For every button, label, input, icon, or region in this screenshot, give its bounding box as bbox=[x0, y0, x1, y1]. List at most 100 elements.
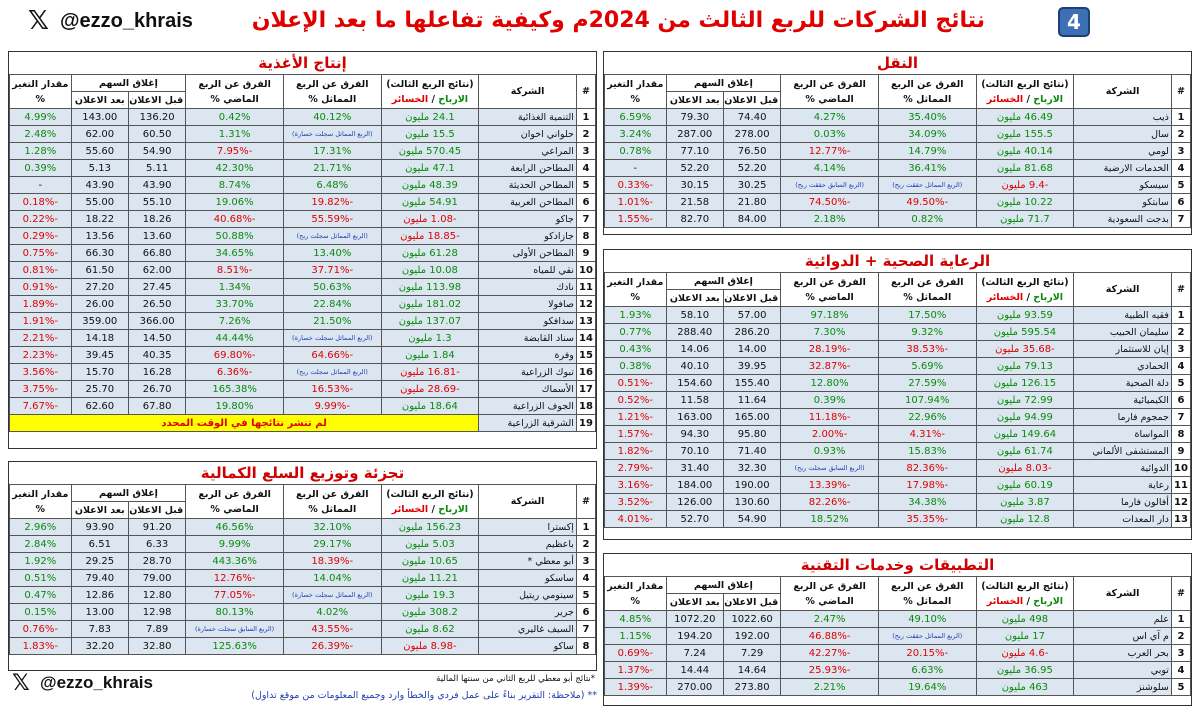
panel-healthcare: الرعاية الصحية + الدوائية # الشركة (نتائج ا… bbox=[603, 249, 1192, 540]
close-before: 27.45 bbox=[127, 278, 187, 296]
company-name: بدجت السعودية bbox=[1073, 210, 1172, 228]
col-num: # bbox=[1170, 576, 1192, 611]
col-diff-same: الفرق عن الربع المماثل % bbox=[877, 576, 977, 611]
change-pct: -1.21% bbox=[604, 408, 667, 426]
close-before: 130.60 bbox=[722, 493, 782, 511]
q3-result: 81.68 مليون bbox=[975, 159, 1075, 177]
close-before: 13.60 bbox=[127, 227, 187, 245]
q3-result: 60.19 مليون bbox=[975, 476, 1075, 494]
diff-same-quarter: -64.66% bbox=[282, 346, 382, 364]
change-pct: -1.57% bbox=[604, 425, 667, 443]
diff-prev-quarter: 42.30% bbox=[185, 159, 284, 177]
section-title: إنتاج الأغذية bbox=[258, 54, 347, 72]
q3-result: 570.45 مليون bbox=[380, 142, 480, 160]
company-name: جمجوم فارما bbox=[1073, 408, 1172, 426]
change-pct: -1.37% bbox=[604, 661, 667, 679]
q3-result: 15.5 مليون bbox=[380, 125, 480, 143]
diff-prev-quarter: 80.13% bbox=[185, 603, 284, 621]
close-after: 1072.20 bbox=[665, 610, 724, 628]
change-pct: 1.93% bbox=[604, 306, 667, 324]
row-number: 4 bbox=[1170, 357, 1192, 375]
close-before: 155.40 bbox=[722, 374, 782, 392]
diff-same-quarter: 22.84% bbox=[282, 295, 382, 313]
diff-prev-quarter: 1.34% bbox=[185, 278, 284, 296]
close-before: 366.00 bbox=[127, 312, 187, 330]
company-name: المراعي bbox=[478, 142, 577, 160]
diff-same-quarter: 6.48% bbox=[282, 176, 382, 194]
close-before: 7.89 bbox=[127, 620, 187, 638]
row-number: 7 bbox=[575, 210, 597, 228]
table-row: 2 سليمان الحبيب 595.54 مليون 9.32% 7.30% 286.… bbox=[604, 323, 1192, 341]
q3-result: 181.02 مليون bbox=[380, 295, 480, 313]
diff-same-quarter: -37.71% bbox=[282, 261, 382, 279]
col-close: إغلاق السهم bbox=[70, 484, 187, 502]
diff-same-quarter: 32.10% bbox=[282, 518, 382, 536]
diff-prev-quarter: 46.56% bbox=[185, 518, 284, 536]
diff-prev-quarter: 4.27% bbox=[780, 108, 879, 126]
row-number: 11 bbox=[1170, 476, 1192, 494]
row-number: 12 bbox=[1170, 493, 1192, 511]
change-pct: -1.83% bbox=[9, 637, 72, 655]
table-row: 4 الخدمات الارضية 81.68 مليون 36.41% 4.14% 52… bbox=[604, 159, 1192, 177]
table-row: 9 المستشفى الألماني 61.74 مليون 15.83% 0.93%… bbox=[604, 442, 1192, 460]
col-close-after: بعد الاعلان bbox=[70, 91, 129, 109]
row-number: 5 bbox=[1170, 176, 1192, 194]
company-name: المطاحن العربية bbox=[478, 193, 577, 211]
diff-prev-quarter: -69.80% bbox=[185, 346, 284, 364]
col-diff-same: الفرق عن الربع المماثل % bbox=[282, 74, 382, 109]
row-number: 5 bbox=[1170, 678, 1192, 696]
q3-result: 1.84 مليون bbox=[380, 346, 480, 364]
close-before: 278.00 bbox=[722, 125, 782, 143]
table-row: 1 إكسترا 156.23 مليون 32.10% 46.56% 91.20 93.9… bbox=[9, 518, 597, 536]
diff-prev-quarter: -8.51% bbox=[185, 261, 284, 279]
q3-result: 46.49 مليون bbox=[975, 108, 1075, 126]
diff-same-quarter: -55.59% bbox=[282, 210, 382, 228]
change-pct: -1.55% bbox=[604, 210, 667, 228]
diff-prev-quarter: -82.26% bbox=[780, 493, 879, 511]
row-number: 2 bbox=[1170, 125, 1192, 143]
table-row: 18 الجوف الزراعية 18.64 مليون -9.99% 19.80% 6… bbox=[9, 397, 597, 415]
row-number: 3 bbox=[1170, 142, 1192, 160]
diff-prev-quarter: -2.00% bbox=[780, 425, 879, 443]
change-pct: -7.67% bbox=[9, 397, 72, 415]
company-name: ساكو bbox=[478, 637, 577, 655]
change-pct: -4.01% bbox=[604, 510, 667, 528]
table-row: 8 المواساة 149.64 مليون -4.31% -2.00% 95.80 94… bbox=[604, 425, 1192, 443]
q3-result: 93.59 مليون bbox=[975, 306, 1075, 324]
company-name: م آي اس bbox=[1073, 627, 1172, 645]
table-row: 5 سلوشنز 463 مليون 19.64% 2.21% 273.80 270.00-… bbox=[604, 678, 1192, 696]
table-row: 10 الدوائية -8.03 مليون -82.36% (الربع الساب… bbox=[604, 459, 1192, 477]
change-pct: -3.75% bbox=[9, 380, 72, 398]
q3-result: 10.65 مليون bbox=[380, 552, 480, 570]
table-row: 10 نقي للمياه 10.08 مليون -37.71% -8.51% 62.0… bbox=[9, 261, 597, 279]
diff-same-quarter: -18.39% bbox=[282, 552, 382, 570]
company-name: ذيب bbox=[1073, 108, 1172, 126]
close-after: 15.70 bbox=[70, 363, 129, 381]
col-close-after: بعد الاعلان bbox=[70, 501, 129, 519]
diff-prev-quarter: -12.76% bbox=[185, 569, 284, 587]
change-pct: -0.91% bbox=[9, 278, 72, 296]
diff-prev-quarter: 9.99% bbox=[185, 535, 284, 553]
diff-same-quarter: 13.40% bbox=[282, 244, 382, 262]
change-pct: -3.16% bbox=[604, 476, 667, 494]
close-before: 32.30 bbox=[722, 459, 782, 477]
results-table: # الشركة (نتائج الربع الثالث) الارباح / الخ… bbox=[604, 576, 1192, 696]
close-after: 287.00 bbox=[665, 125, 724, 143]
diff-same-quarter: 50.63% bbox=[282, 278, 382, 296]
table-row: 3 أبو معطي * 10.65 مليون -18.39% 443.36% 28.7… bbox=[9, 552, 597, 570]
q3-result: 48.39 مليون bbox=[380, 176, 480, 194]
change-pct: -0.33% bbox=[604, 176, 667, 194]
close-before: 286.20 bbox=[722, 323, 782, 341]
change-pct: 0.47% bbox=[9, 586, 72, 604]
diff-same-quarter: -49.50% bbox=[877, 193, 977, 211]
diff-prev-quarter: 4.14% bbox=[780, 159, 879, 177]
table-row: 14 سناد القابضة 1.3 مليون (الربع المماثل سج… bbox=[9, 329, 597, 347]
diff-prev-quarter: 44.44% bbox=[185, 329, 284, 347]
diff-prev-quarter: (الربع السابق سجلت ربح) bbox=[780, 459, 879, 477]
change-pct: -0.18% bbox=[9, 193, 72, 211]
diff-same-quarter: 5.69% bbox=[877, 357, 977, 375]
close-after: 7.24 bbox=[665, 644, 724, 662]
diff-prev-quarter: -6.36% bbox=[185, 363, 284, 381]
change-pct: -3.56% bbox=[9, 363, 72, 381]
close-before: 32.80 bbox=[127, 637, 187, 655]
